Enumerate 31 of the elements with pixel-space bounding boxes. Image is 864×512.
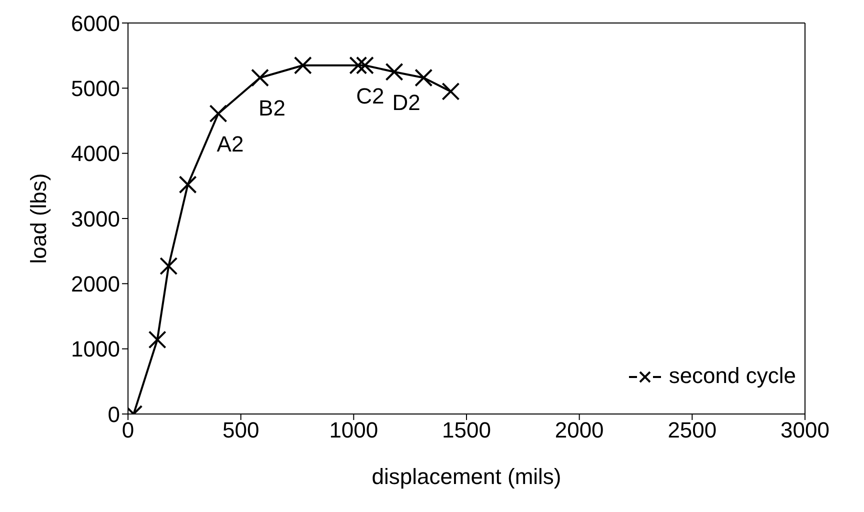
y-tick-label: 4000 <box>71 141 120 166</box>
point <box>209 104 228 123</box>
y-axis-title: load (lbs) <box>26 173 51 264</box>
x-tick-label: 500 <box>222 418 260 443</box>
point <box>349 56 368 74</box>
annotation: C2 <box>356 83 384 108</box>
x-axis-title: displacement (mils) <box>372 464 562 489</box>
point <box>251 68 270 87</box>
annotation: B2 <box>258 96 286 121</box>
annotation: A2 <box>216 132 244 157</box>
point <box>294 56 312 74</box>
x-tick-label: 2500 <box>668 418 717 443</box>
y-tick-label: 1000 <box>71 336 120 362</box>
annotation: D2 <box>392 90 420 115</box>
x-tick-label: 3000 <box>780 418 830 443</box>
x-tick-label: 1500 <box>442 418 491 443</box>
y-tick-label: 5000 <box>71 76 120 101</box>
legend-label: second cycle <box>668 363 796 389</box>
point <box>148 330 166 349</box>
y-tick-label: 0 <box>108 402 120 427</box>
point <box>356 56 374 74</box>
x-tick-label: 1000 <box>329 418 378 443</box>
point <box>160 257 178 276</box>
point <box>385 62 404 81</box>
y-tick-label: 3000 <box>71 206 120 232</box>
point <box>442 82 460 100</box>
point <box>414 68 433 87</box>
x-tick-label: 2000 <box>554 418 604 443</box>
y-tick-label: 6000 <box>71 10 120 36</box>
point <box>178 176 197 194</box>
y-tick-label: 2000 <box>71 271 120 296</box>
